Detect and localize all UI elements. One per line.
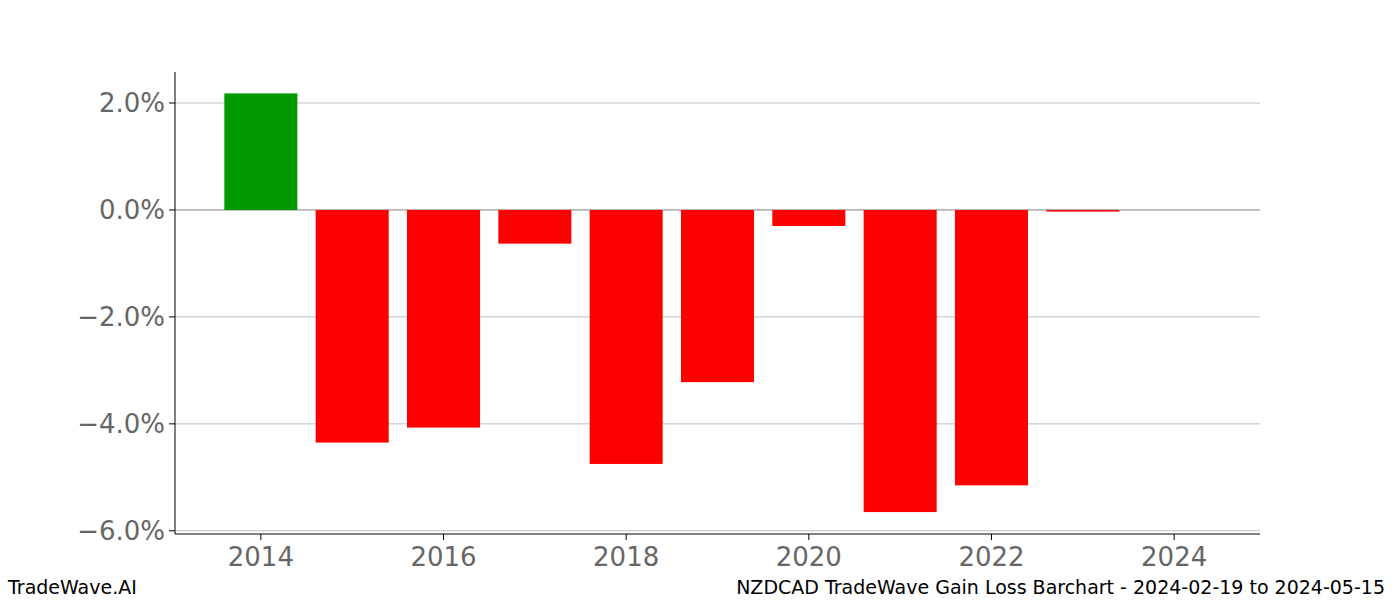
y-tick-label: −4.0% (77, 409, 165, 439)
x-tick (443, 534, 444, 540)
bars (224, 93, 1119, 512)
y-tick-label: 2.0% (99, 88, 165, 118)
bar (590, 210, 663, 464)
y-tick (169, 530, 175, 531)
bar (407, 210, 480, 428)
x-tick (260, 534, 261, 540)
x-tick (808, 534, 809, 540)
grid-line (175, 530, 1260, 531)
x-tick-label: 2018 (593, 542, 659, 572)
x-tick (1174, 534, 1175, 540)
y-tick-label: −6.0% (77, 516, 165, 546)
bar (864, 210, 937, 512)
y-tick (169, 209, 175, 210)
y-tick (169, 103, 175, 104)
x-tick-label: 2024 (1141, 542, 1207, 572)
bar (772, 210, 845, 226)
bar (316, 210, 389, 443)
x-tick-label: 2014 (228, 542, 294, 572)
bar (1046, 210, 1119, 212)
y-tick-label: 0.0% (99, 195, 165, 225)
x-tick (991, 534, 992, 540)
y-tick (169, 316, 175, 317)
x-tick-label: 2020 (776, 542, 842, 572)
chart: −6.0% −4.0% −2.0% 0.0% 2.0% 2014 2016 2018 2020 2… (0, 0, 1400, 600)
bar (681, 210, 754, 382)
chart-title: NZDCAD TradeWave Gain Loss Barchart - 20… (736, 576, 1385, 598)
x-tick (626, 534, 627, 540)
bar (498, 210, 571, 244)
x-tick-label: 2016 (410, 542, 476, 572)
y-tick (169, 423, 175, 424)
grid-line (175, 103, 1260, 104)
source-label: TradeWave.AI (7, 576, 137, 598)
bar (224, 93, 297, 210)
bar (955, 210, 1028, 485)
x-tick-label: 2022 (958, 542, 1024, 572)
y-axis-line (175, 72, 176, 534)
y-tick-label: −2.0% (77, 302, 165, 332)
x-axis-line (175, 534, 1260, 535)
